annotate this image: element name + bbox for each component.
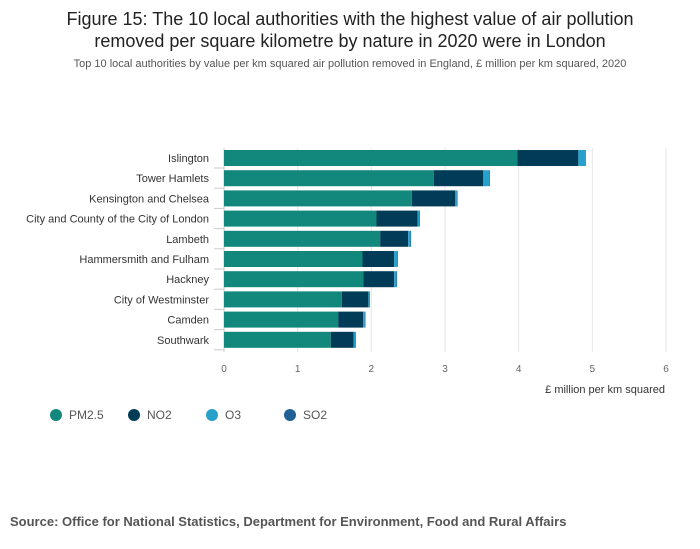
bar-segment-so2: [397, 251, 398, 267]
chart-title-line-2: removed per square kilometre by nature i…: [94, 31, 606, 51]
bar-segment-o3: [483, 170, 490, 187]
category-label: Kensington and Chelsea: [89, 193, 210, 205]
chart-subtitle: Top 10 local authorities by value per km…: [73, 58, 627, 70]
category-label: City and County of the City of London: [26, 214, 209, 226]
x-tick-label: 1: [295, 364, 301, 375]
bar-segment-pm25: [224, 251, 363, 267]
bar-segment-pm25: [224, 311, 339, 328]
bar-segment-no2: [341, 291, 369, 308]
bar-segment-o3: [394, 271, 397, 288]
category-label: Islington: [168, 153, 209, 165]
category-label: City of Westminster: [114, 294, 209, 306]
bar-segment-no2: [517, 150, 579, 166]
bar-segment-no2: [338, 311, 364, 328]
chart-title: Figure 15: The 10 local authorities with…: [0, 8, 700, 52]
category-label: Camden: [167, 315, 209, 327]
bar-segment-pm25: [224, 150, 518, 166]
bar-segment-pm25: [224, 210, 377, 227]
chart-legend: PM2.5 NO2 O3 SO2: [50, 408, 362, 422]
x-tick-label: 5: [590, 364, 596, 375]
x-tick-label: 2: [369, 364, 375, 375]
legend-swatch: [128, 409, 140, 421]
bar-segment-no2: [411, 190, 456, 207]
x-axis-title: £ million per km squared: [545, 384, 665, 396]
x-tick-label: 0: [221, 364, 227, 375]
bar-segment-no2: [363, 271, 395, 288]
legend-swatch: [206, 409, 218, 421]
bar-segment-o3: [363, 311, 365, 328]
category-label: Tower Hamlets: [136, 173, 209, 185]
x-tick-label: 3: [442, 364, 448, 375]
category-label: Hackney: [166, 274, 209, 286]
legend-label: NO2: [147, 408, 172, 422]
legend-label: PM2.5: [69, 408, 104, 422]
category-label: Hammersmith and Fulham: [79, 254, 209, 266]
legend-item[interactable]: SO2: [284, 408, 362, 422]
bar-segment-pm25: [224, 230, 381, 247]
bar-segment-o3: [368, 291, 370, 308]
bar-segment-o3: [353, 331, 356, 348]
bar-segment-so2: [369, 291, 370, 308]
category-label: Southwark: [157, 335, 209, 347]
bar-segment-so2: [355, 331, 356, 348]
bar-segment-o3: [417, 210, 420, 227]
bar-segment-so2: [364, 311, 366, 328]
legend-label: SO2: [303, 408, 328, 422]
legend-item[interactable]: PM2.5: [50, 408, 128, 422]
bar-segment-pm25: [224, 291, 342, 308]
bar-segment-no2: [380, 230, 409, 247]
bar-segment-so2: [410, 230, 412, 247]
bar-segment-o3: [394, 251, 398, 267]
bar-segment-no2: [330, 331, 354, 348]
source-note: Source: Office for National Statistics, …: [10, 514, 567, 529]
x-tick-label: 4: [516, 364, 522, 375]
stacked-bar-chart: 0 1 2 3 4 5 6 Islington Tower Hamlets Kensington …: [26, 148, 669, 396]
bar-segment-so2: [396, 271, 398, 288]
category-label: Lambeth: [166, 234, 209, 246]
legend-swatch: [50, 409, 62, 421]
legend-item[interactable]: NO2: [128, 408, 206, 422]
bar-segment-o3: [578, 150, 585, 166]
legend-label: O3: [225, 408, 242, 422]
bar-segment-o3: [455, 190, 457, 207]
chart-title-line-1: Figure 15: The 10 local authorities with…: [66, 9, 634, 29]
bar-segment-so2: [489, 170, 490, 187]
x-tick-label: 6: [663, 364, 669, 375]
bar-segment-pm25: [224, 190, 412, 207]
bar-segment-so2: [419, 210, 420, 227]
bar-segment-o3: [408, 230, 411, 247]
bar-segment-pm25: [224, 170, 434, 187]
legend-swatch: [284, 409, 296, 421]
bar-segment-pm25: [224, 331, 331, 348]
bar-segment-pm25: [224, 271, 364, 288]
bar-segment-no2: [376, 210, 418, 227]
bar-segment-no2: [433, 170, 484, 187]
legend-item[interactable]: O3: [206, 408, 284, 422]
bar-segment-no2: [362, 251, 395, 267]
bar-segment-so2: [584, 150, 586, 166]
bar-segment-so2: [456, 190, 458, 207]
